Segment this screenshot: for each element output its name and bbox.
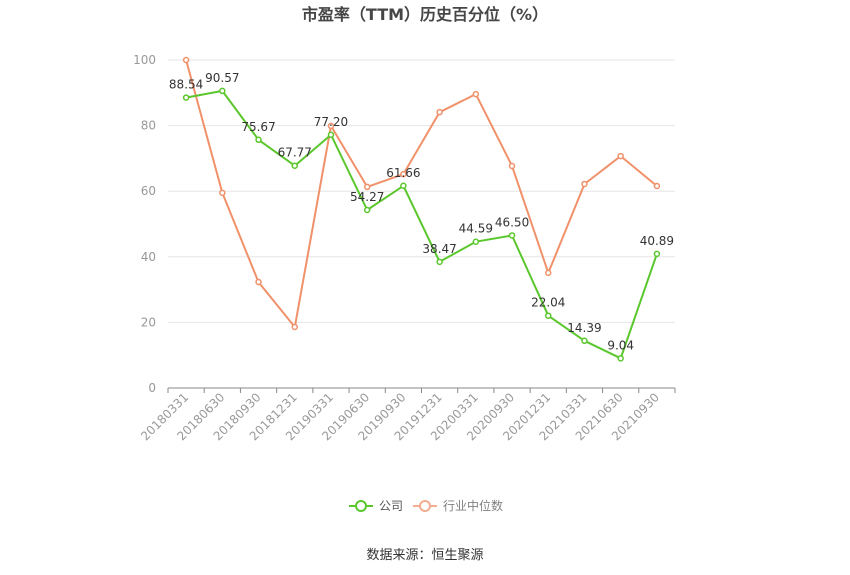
- y-tick-label: 40: [141, 250, 156, 264]
- data-label: 14.39: [567, 321, 601, 335]
- data-point: [182, 56, 190, 64]
- data-point: [327, 131, 335, 139]
- data-point: [581, 337, 588, 345]
- data-label: 38.47: [422, 242, 456, 256]
- y-axis: 0 20 40 60 80 100: [133, 53, 156, 395]
- data-label: 9.04: [607, 338, 634, 352]
- legend-circle-icon: [355, 500, 367, 512]
- data-point: [400, 170, 407, 178]
- data-point: [581, 180, 588, 188]
- y-tick-label: 60: [141, 184, 156, 198]
- data-point: [219, 189, 226, 197]
- data-label: 61.66: [386, 166, 420, 180]
- data-point: [219, 87, 226, 95]
- data-point: [255, 136, 262, 144]
- data-label: 77.20: [314, 115, 348, 129]
- data-source: 数据来源：恒生聚源: [366, 548, 483, 563]
- grid-lines: [168, 59, 675, 323]
- x-axis: 2018033120180630201809302018123120190331…: [138, 387, 676, 443]
- data-point: [436, 258, 443, 266]
- y-tick-label: 80: [141, 119, 156, 133]
- data-point: [255, 278, 262, 286]
- legend-label-company: 公司: [379, 499, 403, 513]
- series-industry-median: [182, 56, 661, 331]
- legend: 公司 行业中位数: [349, 498, 503, 513]
- data-point: [653, 182, 661, 190]
- chart-title: 市盈率（TTM）历史百分位（%）: [302, 5, 548, 24]
- data-point: [472, 238, 480, 245]
- data-point: [436, 108, 443, 116]
- data-point: [363, 206, 371, 214]
- y-tick-label: 20: [141, 315, 156, 329]
- data-label: 22.04: [531, 296, 565, 310]
- data-label: 54.27: [350, 190, 384, 204]
- series-line: [185, 89, 658, 360]
- legend-label-industry-median: 行业中位数: [443, 498, 503, 513]
- data-point: [508, 162, 516, 170]
- y-tick-label: 100: [133, 53, 156, 67]
- data-point: [291, 162, 298, 169]
- data-point: [653, 250, 661, 258]
- data-point: [545, 269, 552, 277]
- data-label: 44.59: [459, 222, 493, 236]
- data-point: [291, 323, 298, 331]
- data-point: [182, 94, 190, 101]
- legend-item-company[interactable]: 公司: [349, 499, 403, 513]
- data-label: 67.77: [278, 146, 312, 160]
- data-label: 46.50: [495, 215, 529, 229]
- data-label: 75.67: [241, 120, 275, 134]
- data-point: [508, 232, 516, 239]
- data-point: [472, 90, 480, 98]
- data-label: 40.89: [640, 234, 674, 248]
- data-point: [400, 182, 407, 190]
- data-label: 88.54: [169, 78, 203, 92]
- legend-circle-icon: [419, 500, 431, 512]
- series-line: [185, 59, 658, 328]
- data-point: [617, 355, 624, 362]
- data-label: 90.57: [205, 71, 239, 85]
- data-point: [545, 312, 552, 319]
- legend-item-industry-median[interactable]: 行业中位数: [413, 498, 503, 513]
- data-point: [617, 152, 624, 160]
- y-tick-label: 0: [148, 381, 156, 395]
- data-point: [363, 183, 371, 191]
- data-point: [327, 122, 335, 130]
